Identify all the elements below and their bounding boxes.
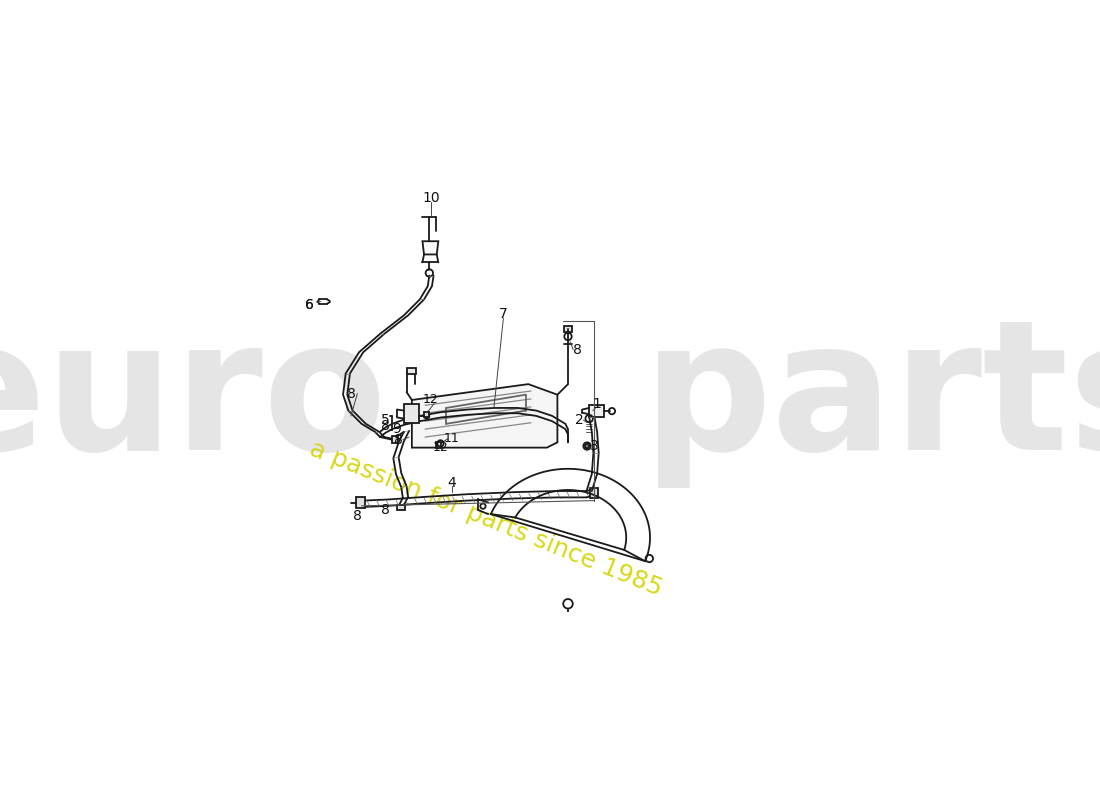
Bar xyxy=(356,498,365,508)
Bar xyxy=(424,412,429,418)
Bar xyxy=(591,488,597,498)
Text: 4: 4 xyxy=(448,476,455,490)
Text: 6: 6 xyxy=(306,298,315,312)
Text: a passion for parts since 1985: a passion for parts since 1985 xyxy=(306,437,666,601)
Text: 8: 8 xyxy=(353,510,362,523)
Bar xyxy=(564,326,572,332)
Text: 12: 12 xyxy=(422,394,438,406)
Circle shape xyxy=(585,444,590,448)
Bar xyxy=(393,436,397,443)
Bar xyxy=(397,505,405,510)
Bar xyxy=(436,442,441,448)
Text: euro: euro xyxy=(0,312,387,488)
Text: 9: 9 xyxy=(393,422,402,435)
Circle shape xyxy=(583,442,591,450)
Polygon shape xyxy=(411,384,558,448)
Text: 8: 8 xyxy=(572,342,582,357)
Text: 7: 7 xyxy=(499,307,508,322)
Text: 8: 8 xyxy=(381,503,389,517)
Bar xyxy=(407,368,416,374)
Polygon shape xyxy=(422,242,438,254)
Text: 8: 8 xyxy=(394,433,403,446)
Text: 8: 8 xyxy=(381,419,389,433)
Text: 6: 6 xyxy=(306,298,315,312)
Text: 2: 2 xyxy=(575,413,584,427)
Text: 5: 5 xyxy=(381,413,389,426)
Text: 3: 3 xyxy=(590,439,598,453)
Text: parts: parts xyxy=(644,312,1100,488)
Text: 11: 11 xyxy=(443,432,460,445)
Bar xyxy=(404,404,419,422)
Text: 1: 1 xyxy=(593,398,602,411)
Bar xyxy=(590,406,604,417)
Text: 12: 12 xyxy=(433,441,449,454)
Text: 8: 8 xyxy=(346,386,355,401)
Text: 10: 10 xyxy=(422,191,440,205)
